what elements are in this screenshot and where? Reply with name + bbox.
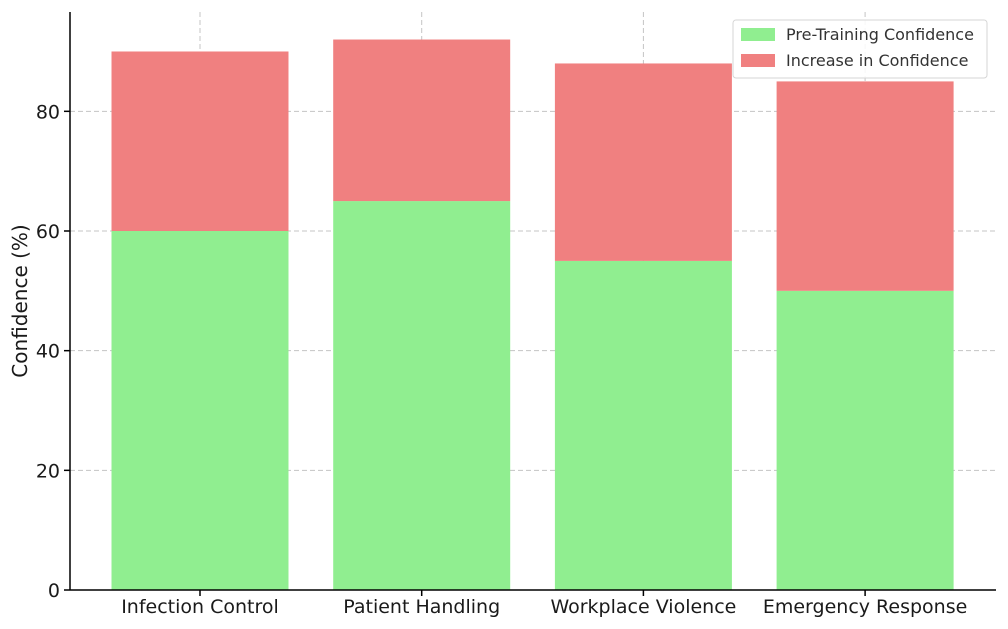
- legend: Pre-Training Confidence Increase in Confi…: [732, 19, 988, 79]
- legend-label: Increase in Confidence: [786, 51, 968, 70]
- bar-pre-training-1: [333, 201, 511, 590]
- y-tick-label: 0: [48, 580, 60, 602]
- y-tick-label: 80: [36, 101, 60, 123]
- ticks: 0 20 40 60 80 Infection Control Patient Handli…: [36, 101, 968, 618]
- bar-pre-training-2: [554, 260, 732, 590]
- x-tick-label: Emergency Response: [763, 596, 967, 618]
- y-tick-label: 60: [36, 221, 60, 243]
- legend-swatch: [741, 54, 775, 67]
- bar-increase-1: [333, 39, 511, 202]
- x-tick-label: Patient Handling: [343, 596, 500, 618]
- axes: [69, 12, 996, 591]
- bar-increase-2: [554, 63, 732, 261]
- x-tick-label: Workplace Violence: [550, 596, 736, 618]
- y-axis-title: Confidence (%): [8, 224, 32, 377]
- x-tick-label: Infection Control: [121, 596, 279, 618]
- legend-label: Pre-Training Confidence: [786, 25, 974, 44]
- bar-pre-training-3: [776, 290, 954, 590]
- legend-box: [732, 19, 988, 79]
- bar-pre-training-0: [111, 230, 289, 591]
- bars: [111, 39, 954, 591]
- y-tick-label: 40: [36, 341, 60, 363]
- y-tick-label: 20: [36, 460, 60, 482]
- bar-increase-0: [111, 51, 289, 231]
- bar-increase-3: [776, 81, 954, 291]
- legend-swatch: [741, 28, 775, 41]
